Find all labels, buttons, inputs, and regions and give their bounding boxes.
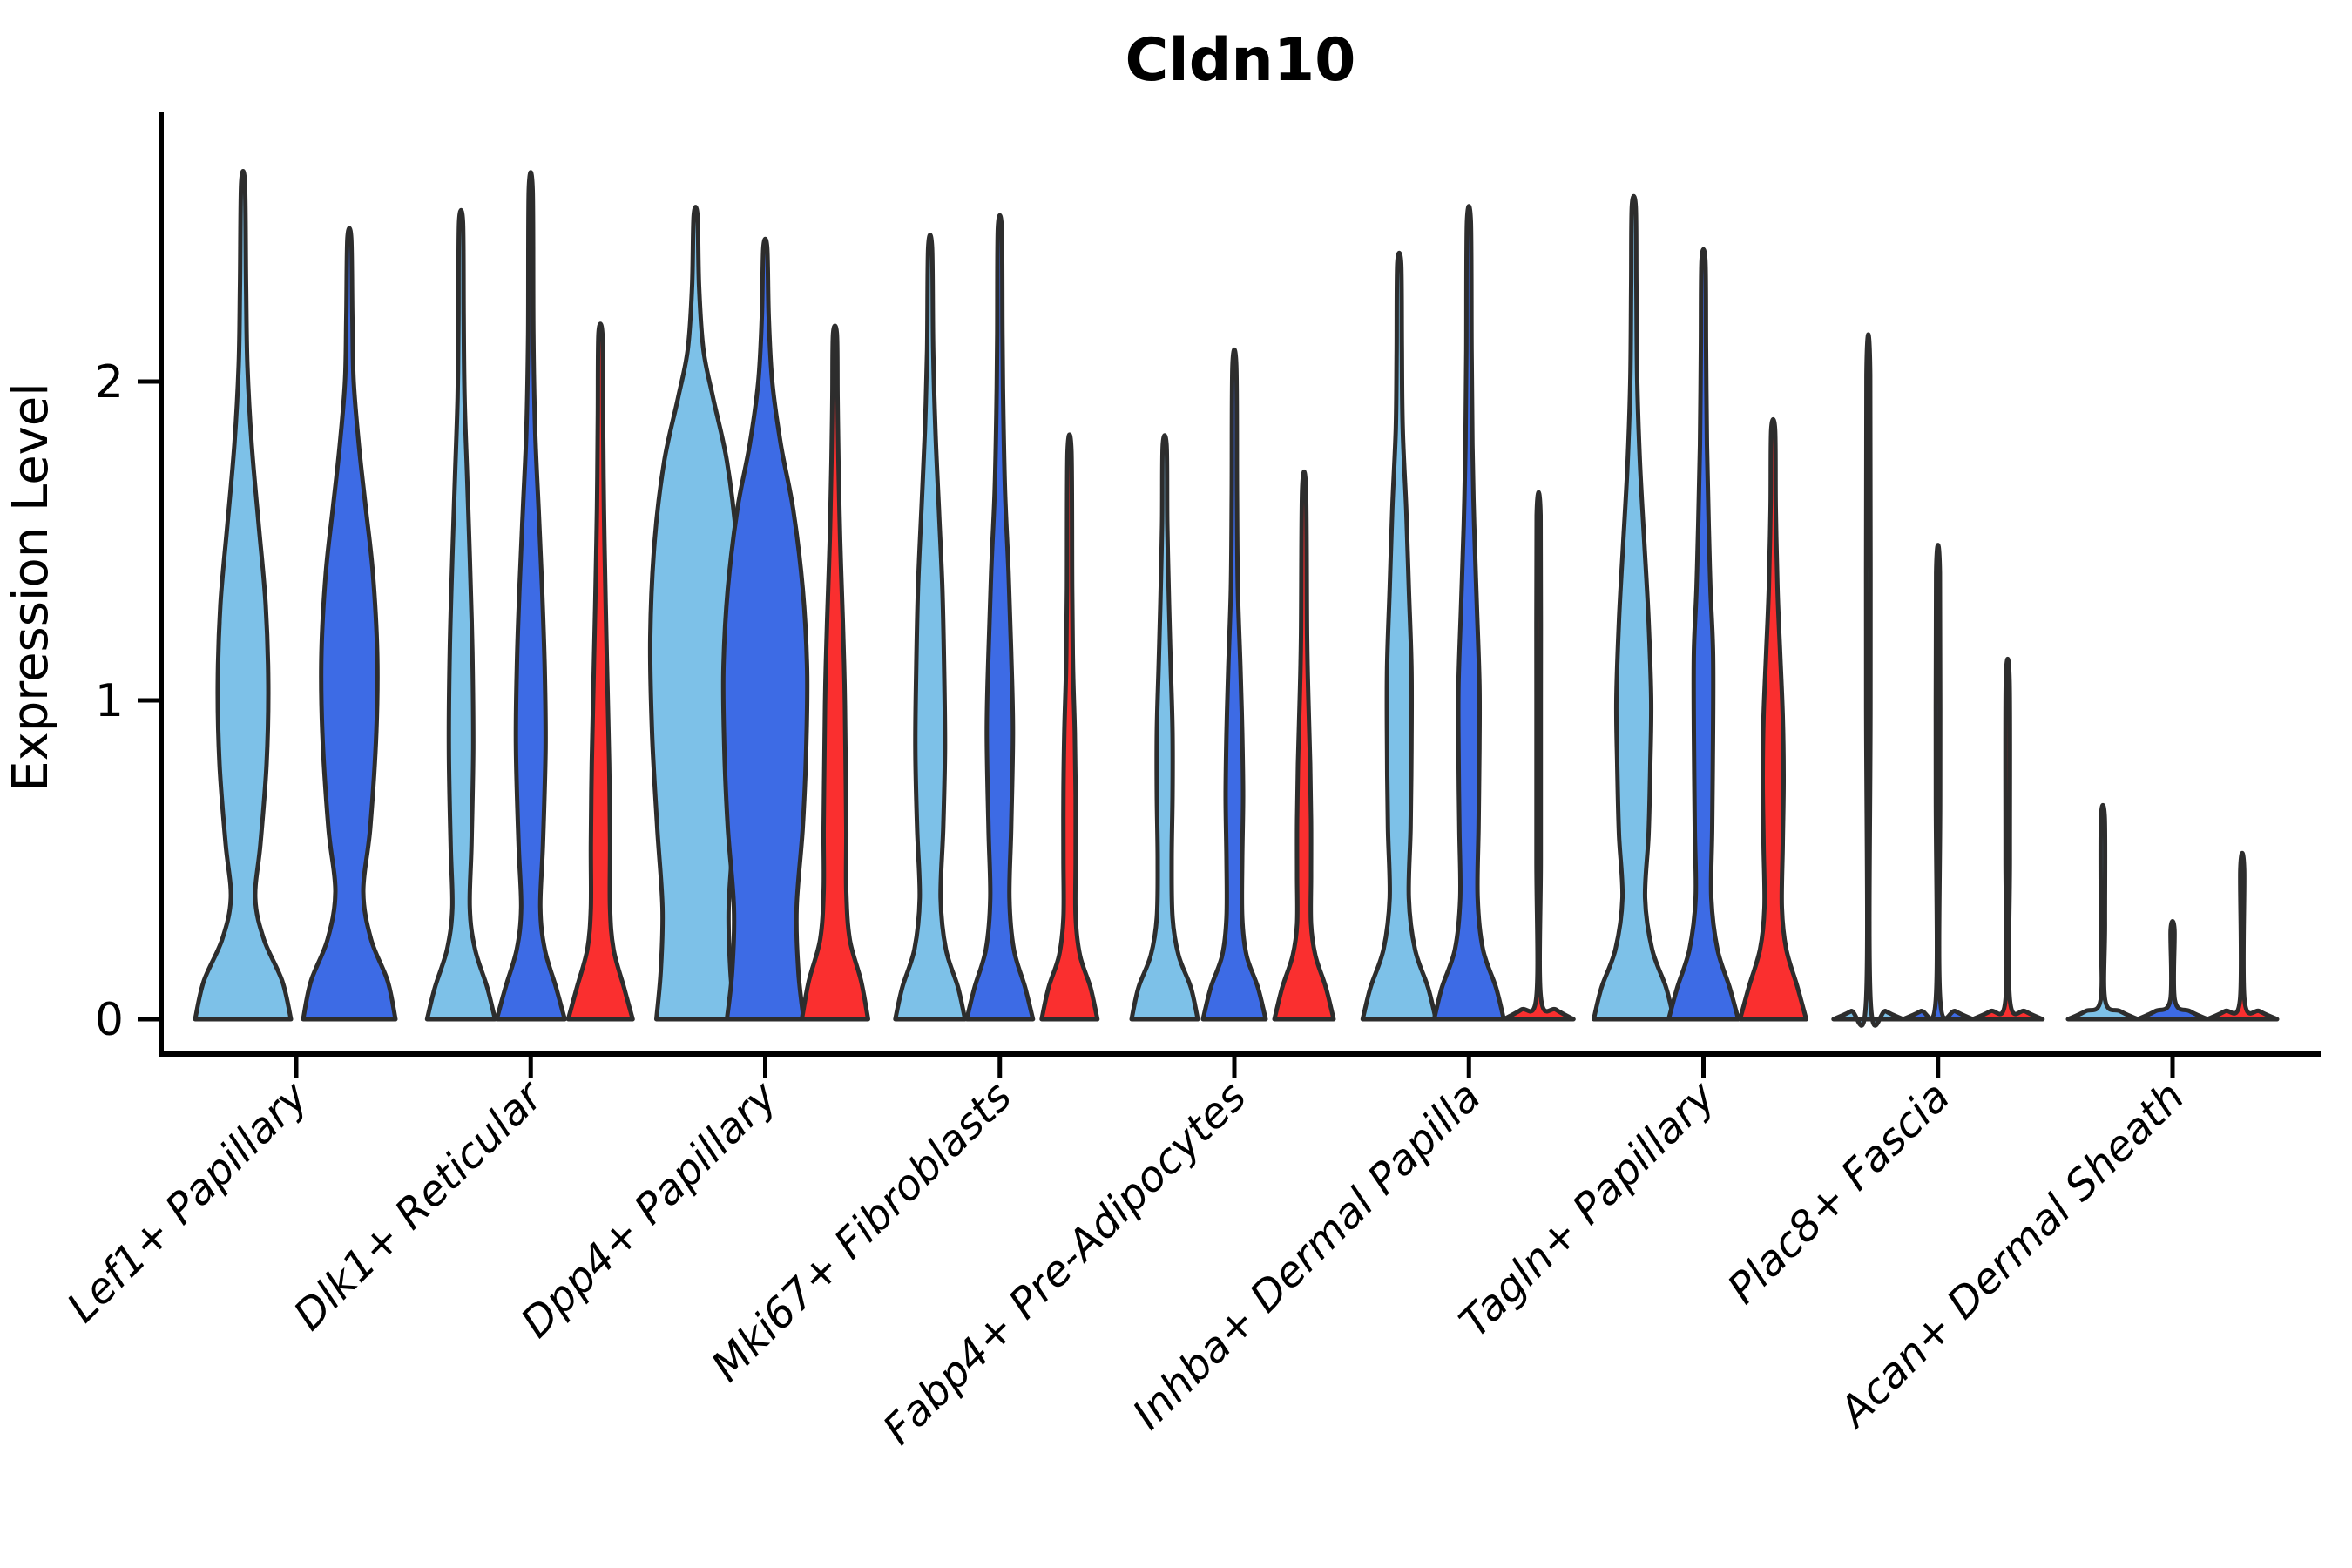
violin-dark_blue bbox=[2135, 918, 2210, 1022]
violin-group bbox=[1831, 332, 2045, 1028]
violin-group bbox=[2065, 802, 2280, 1022]
y-axis-ticks: 0 1 2 bbox=[95, 356, 159, 1046]
violin-light_blue bbox=[1360, 250, 1438, 1022]
violin-dark_blue bbox=[1901, 543, 1976, 1022]
violin-group bbox=[193, 168, 398, 1022]
violin-dark_blue bbox=[1666, 247, 1740, 1022]
violin-light_blue bbox=[1831, 332, 1906, 1028]
chart-title: Cldn10 bbox=[1125, 26, 1356, 95]
violin-red bbox=[1272, 469, 1336, 1022]
violin-dark_blue bbox=[964, 213, 1036, 1022]
violin-light_blue bbox=[893, 233, 968, 1022]
violin-red bbox=[1738, 416, 1808, 1022]
violin-dark_blue bbox=[720, 236, 810, 1022]
y-tick-label: 1 bbox=[95, 675, 124, 727]
violin-light_blue bbox=[2065, 802, 2140, 1022]
violins-layer bbox=[193, 168, 2280, 1028]
violin-group bbox=[647, 205, 870, 1022]
violin-red bbox=[1970, 657, 2045, 1022]
violin-red bbox=[800, 323, 870, 1022]
violin-dark_blue bbox=[301, 226, 398, 1022]
violin-group bbox=[1129, 347, 1336, 1022]
violin-group bbox=[1592, 193, 1808, 1022]
violin-light_blue bbox=[193, 168, 294, 1022]
violin-red bbox=[565, 321, 635, 1022]
violin-group bbox=[893, 213, 1100, 1022]
violin-red bbox=[1039, 432, 1100, 1022]
violin-dark_blue bbox=[1200, 347, 1268, 1022]
violin-group bbox=[1360, 204, 1576, 1022]
violin-red bbox=[2205, 850, 2280, 1022]
violin-group bbox=[424, 170, 635, 1022]
violin-light_blue bbox=[424, 207, 497, 1022]
y-tick-label: 2 bbox=[95, 356, 124, 409]
y-axis-label: Expression Level bbox=[3, 382, 59, 792]
y-tick-label: 0 bbox=[95, 994, 124, 1046]
violin-red bbox=[1501, 490, 1576, 1022]
violin-dark_blue bbox=[494, 170, 567, 1022]
violin-light_blue bbox=[1592, 193, 1676, 1022]
violin-dark_blue bbox=[1431, 204, 1506, 1022]
violin-light_blue bbox=[1129, 433, 1200, 1022]
